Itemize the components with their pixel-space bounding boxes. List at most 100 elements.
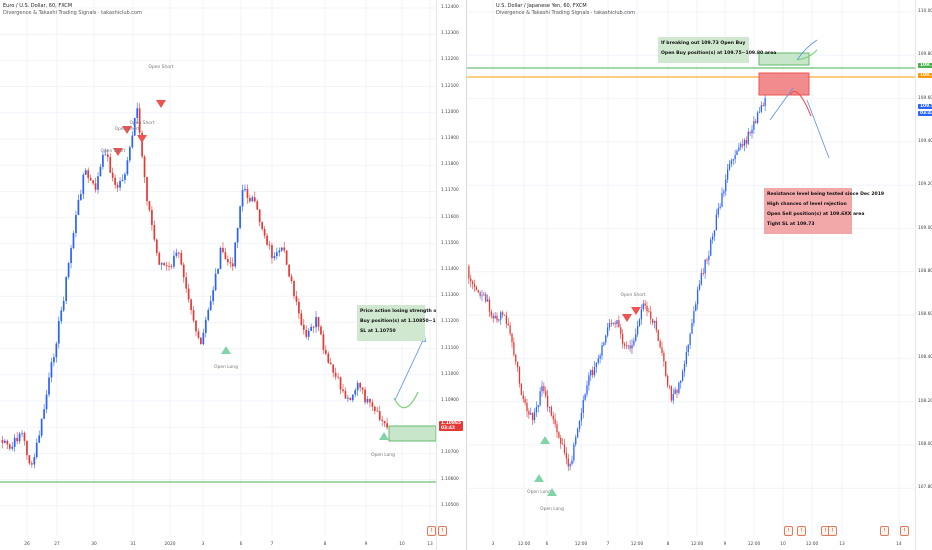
price-tick-label: 108.000: [918, 442, 932, 447]
candle-body: [351, 394, 354, 401]
candle-body: [501, 312, 504, 315]
candle-body: [680, 380, 682, 383]
candle-body: [79, 194, 82, 200]
flag-icon[interactable]: !: [427, 526, 436, 536]
annotation-line: Buy position(s) at 1.10850~1.10800 area: [360, 319, 467, 324]
price-tick-label: 1.12300: [441, 31, 459, 37]
candle-body: [124, 174, 126, 180]
candle-body: [537, 405, 539, 408]
usdjpy-pane[interactable]: Open Short Open Long Open Long U.S. Dollar…: [467, 0, 932, 550]
candle-body: [207, 309, 210, 320]
candle-body: [700, 273, 703, 285]
candle-body: [749, 131, 751, 134]
price-tick-label: 1.11300: [441, 293, 459, 299]
candle-body: [695, 304, 697, 312]
candle-body: [631, 345, 633, 349]
candle-body: [608, 323, 611, 328]
flag-icon[interactable]: !: [880, 526, 889, 536]
candle-body: [312, 326, 315, 328]
news-icon[interactable]: !: [438, 526, 447, 536]
candle-body: [177, 252, 180, 254]
candle-body: [603, 342, 605, 346]
candle-body: [170, 266, 173, 268]
candle-body: [687, 344, 689, 352]
price-tick-label: 107.800: [918, 485, 932, 491]
candle-body: [623, 343, 626, 346]
candle-body: [745, 140, 748, 144]
candle-body: [740, 144, 742, 148]
candle-body: [97, 176, 99, 190]
candle-body: [369, 398, 371, 403]
eurusd-pane[interactable]: Open Short Open Short Open Short Open Short…: [0, 0, 471, 550]
eurusd-time-axis[interactable]: 26 27 30 31 2020 3 6 7 8 9 10 13: [0, 536, 436, 550]
candle-body: [43, 409, 45, 419]
calendar-icon[interactable]: !: [784, 526, 793, 536]
usdjpy-buy-annotation: If breaking out 109.73 Open Buy Open Buy…: [658, 37, 777, 63]
candle-body: [77, 199, 80, 215]
candle-body: [629, 345, 631, 349]
candle-body: [606, 327, 609, 336]
candle-body: [307, 330, 310, 337]
candle-body: [302, 324, 305, 330]
candle-body: [738, 147, 740, 151]
price-tick-label: 1.10600: [441, 476, 459, 482]
time-tick-label: 6: [239, 542, 243, 547]
candle-body: [111, 172, 114, 178]
candle-body: [337, 376, 339, 378]
calendar-icon[interactable]: !: [828, 526, 837, 536]
candle-body: [222, 247, 224, 253]
candle-body: [173, 255, 175, 267]
annotation-line: Open Buy position(s) at 109.75~109.80 ar…: [661, 51, 777, 56]
level-price-badge: 109.730: [918, 73, 932, 78]
candle-body: [339, 377, 342, 390]
candle-body: [732, 159, 734, 161]
annotation-line: Tight SL at 109.73: [767, 222, 815, 227]
candle-body: [672, 394, 674, 401]
candle-body: [539, 391, 541, 406]
time-tick-label: 26: [24, 542, 30, 547]
candle-body: [627, 345, 629, 347]
price-tick-label: 1.11800: [441, 162, 459, 168]
candle-body: [356, 383, 359, 391]
candle-body: [471, 281, 474, 284]
candle-body: [552, 415, 554, 420]
candle-body: [528, 411, 530, 415]
candle-body: [67, 263, 70, 278]
candle-body: [696, 289, 699, 305]
usdjpy-chart[interactable]: Open Short Open Long Open Long: [467, 0, 915, 550]
candle-body: [621, 333, 624, 344]
price-tick-label: 1.12400: [441, 5, 459, 10]
eurusd-price-axis[interactable]: 1.12400 1.12300 1.12200 1.12100 1.12000 1.119…: [436, 0, 467, 550]
candle-body: [378, 411, 381, 420]
short-signal-icon: [631, 307, 641, 315]
time-tick-label: 10: [780, 542, 786, 547]
candle-body: [515, 354, 517, 362]
time-tick-label: 8: [323, 542, 327, 547]
candle-body: [730, 160, 733, 164]
candle-body: [214, 273, 217, 291]
candle-body: [72, 233, 75, 249]
usdjpy-price-axis[interactable]: 110.000 109.800 109.600 109.400 109.200 109.0…: [915, 0, 932, 550]
pane-divider[interactable]: [466, 0, 467, 550]
candle-body: [554, 419, 556, 425]
candle-body: [354, 390, 357, 395]
candle-body: [128, 147, 131, 161]
flag-icon[interactable]: !: [797, 526, 806, 536]
candle-body: [674, 389, 676, 395]
time-tick-label: 12:00: [690, 542, 704, 547]
candle-body: [200, 337, 202, 345]
candle-body: [586, 385, 588, 395]
candle-body: [329, 362, 332, 365]
candle-body: [182, 264, 185, 278]
candle-body: [764, 97, 766, 107]
candle-body: [524, 399, 526, 403]
last-price-badge: 1.10865 03:43: [439, 421, 463, 431]
candle-body: [229, 262, 232, 264]
usdjpy-time-axis[interactable]: 3 12:00 6 12:00 7 12:00 8 12:00 9 12:00 10 12:00 13 1…: [467, 536, 915, 550]
candle-body: [711, 236, 714, 240]
annotation-line: High chances of level rejection: [767, 202, 847, 207]
candle-body: [271, 245, 273, 259]
price-tick-label: 1.11900: [441, 136, 459, 141]
news-icon[interactable]: !: [900, 526, 909, 536]
